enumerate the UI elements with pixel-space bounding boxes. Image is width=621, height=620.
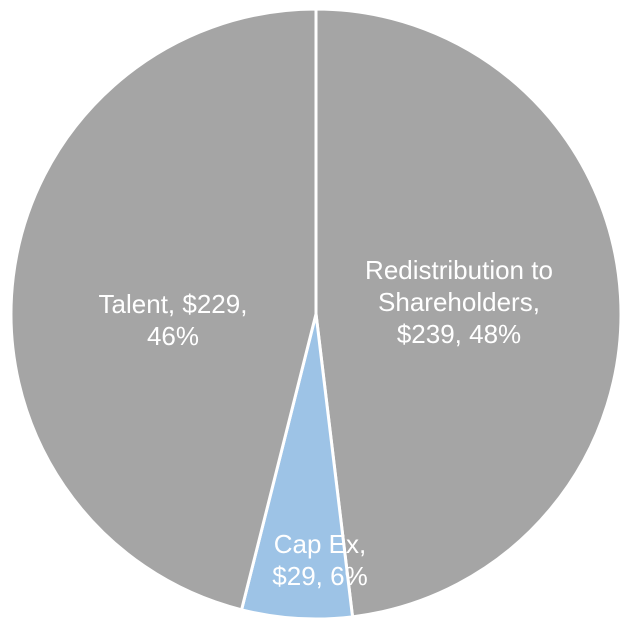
data-label-line: Cap Ex, (274, 529, 367, 559)
data-label-line: 46% (147, 321, 199, 351)
pie-slice (9, 7, 318, 612)
data-label-line: Talent, $229, (99, 289, 248, 319)
data-label-line: Shareholders, (378, 287, 540, 317)
pie-slice (314, 7, 621, 619)
data-label: Cap Ex, $29, 6% (272, 529, 367, 591)
data-label-line: $239, 48% (397, 319, 521, 349)
data-label-line: Redistribution to (365, 255, 553, 285)
data-label-line: $29, 6% (272, 561, 367, 591)
data-label: Redistribution to Shareholders, $239, 48% (365, 255, 553, 349)
data-label: Talent, $229, 46% (99, 289, 248, 351)
